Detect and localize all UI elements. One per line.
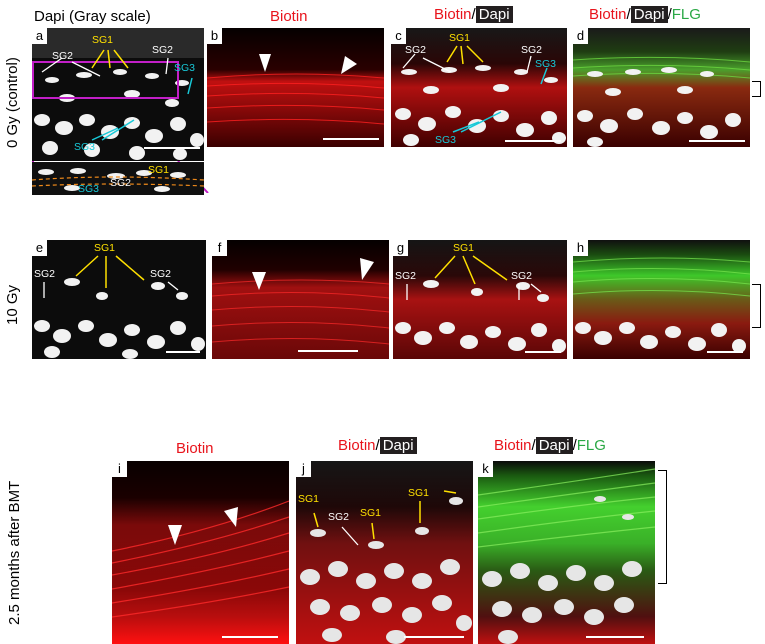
panel-g-image [393, 240, 567, 359]
row-label-10gy: 10 Gy [4, 284, 21, 325]
scale-bar-g [525, 351, 561, 353]
panel-b-image [207, 28, 384, 147]
label-sg1-j-1: SG1 [298, 493, 320, 505]
scale-bar-a [144, 147, 200, 149]
panel-f: f [212, 240, 389, 359]
label-sg2-g-left: SG2 [395, 270, 417, 282]
panel-letter-f: f [212, 240, 227, 256]
header-biotin-dapi-flg-d: Biotin/Dapi/FLG [589, 6, 701, 23]
scale-bar-c [505, 140, 561, 142]
panel-letter-c: c [391, 28, 406, 44]
scale-bar-j [404, 636, 464, 638]
scale-bar-b [323, 138, 379, 140]
panel-d: d [573, 28, 750, 147]
label-sg2-e-left: SG2 [34, 268, 56, 280]
label-sg3-a-bottom: SG3 [74, 141, 96, 153]
label-sg1-e: SG1 [94, 242, 116, 254]
row-label-0gy: 0 Gy (control) [4, 57, 21, 148]
label-sg3-inset: SG3 [78, 183, 100, 195]
panel-i-image [112, 461, 289, 644]
bracket-k [658, 470, 667, 584]
label-sg2-e-right: SG2 [150, 268, 172, 280]
label-sg1-a: SG1 [92, 34, 114, 46]
panel-a-image [32, 28, 204, 161]
panel-letter-k: k [478, 461, 493, 477]
label-sg3-c-right: SG3 [535, 58, 557, 70]
scale-bar-e [166, 351, 200, 353]
bracket-h [752, 284, 761, 328]
label-sg1-j-3: SG1 [408, 487, 430, 499]
scale-bar-k [586, 636, 644, 638]
label-sg2-a-right: SG2 [152, 44, 174, 56]
label-sg3-c-bottom: SG3 [435, 134, 457, 146]
panel-b: b [207, 28, 384, 147]
panel-e-image [32, 240, 206, 359]
label-sg1-c: SG1 [449, 32, 471, 44]
label-sg2-g-right: SG2 [511, 270, 533, 282]
panel-c: c SG1 SG2 SG2 SG3 SG3 [391, 28, 567, 147]
panel-a-inset-image [32, 162, 204, 195]
header-biotin-i: Biotin [176, 440, 214, 457]
panel-d-image [573, 28, 750, 147]
panel-h: h [573, 240, 750, 359]
label-sg1-g: SG1 [453, 242, 475, 254]
label-sg2-c-right: SG2 [521, 44, 543, 56]
panel-e: e SG1 SG2 SG2 [32, 240, 206, 359]
panel-g: g SG1 SG2 SG2 [393, 240, 567, 359]
panel-j-image [296, 461, 473, 644]
label-sg1-inset: SG1 [148, 164, 170, 176]
header-biotin-b: Biotin [270, 8, 308, 25]
panel-letter-a: a [32, 28, 47, 44]
panel-j: j SG1 SG2 SG1 SG1 [296, 461, 473, 644]
scale-bar-d [689, 140, 745, 142]
header-biotin-dapi-c: Biotin/Dapi [434, 6, 513, 23]
scale-bar-f [298, 350, 358, 352]
panel-h-image [573, 240, 750, 359]
panel-i: i [112, 461, 289, 644]
label-sg3-a-right: SG3 [174, 62, 196, 74]
panel-k: k [478, 461, 655, 644]
panel-letter-h: h [573, 240, 588, 256]
panel-c-image [391, 28, 567, 147]
panel-a-inset: SG1 SG2 SG3 [32, 162, 204, 195]
bracket-d [752, 81, 761, 97]
scale-bar-i [222, 636, 278, 638]
header-biotin-dapi-flg-k: Biotin/Dapi/FLG [494, 437, 606, 454]
panel-letter-d: d [573, 28, 588, 44]
panel-f-image [212, 240, 389, 359]
panel-a: a SG1 SG2 SG2 SG3 SG3 [32, 28, 204, 161]
label-sg1-j-2: SG1 [360, 507, 382, 519]
panel-letter-g: g [393, 240, 408, 256]
label-sg2-inset: SG2 [110, 177, 132, 189]
row-label-bmt: 2.5 months after BMT [6, 480, 23, 625]
label-sg2-c-left: SG2 [405, 44, 427, 56]
scale-bar-h [707, 351, 743, 353]
panel-letter-j: j [296, 461, 311, 477]
label-sg2-j: SG2 [328, 511, 350, 523]
panel-letter-b: b [207, 28, 222, 44]
panel-letter-i: i [112, 461, 127, 477]
panel-k-image [478, 461, 655, 644]
label-sg2-a-left: SG2 [52, 50, 74, 62]
panel-letter-e: e [32, 240, 47, 256]
header-biotin-dapi-j: Biotin/Dapi [338, 437, 417, 454]
header-dapi-gray: Dapi (Gray scale) [34, 8, 151, 25]
